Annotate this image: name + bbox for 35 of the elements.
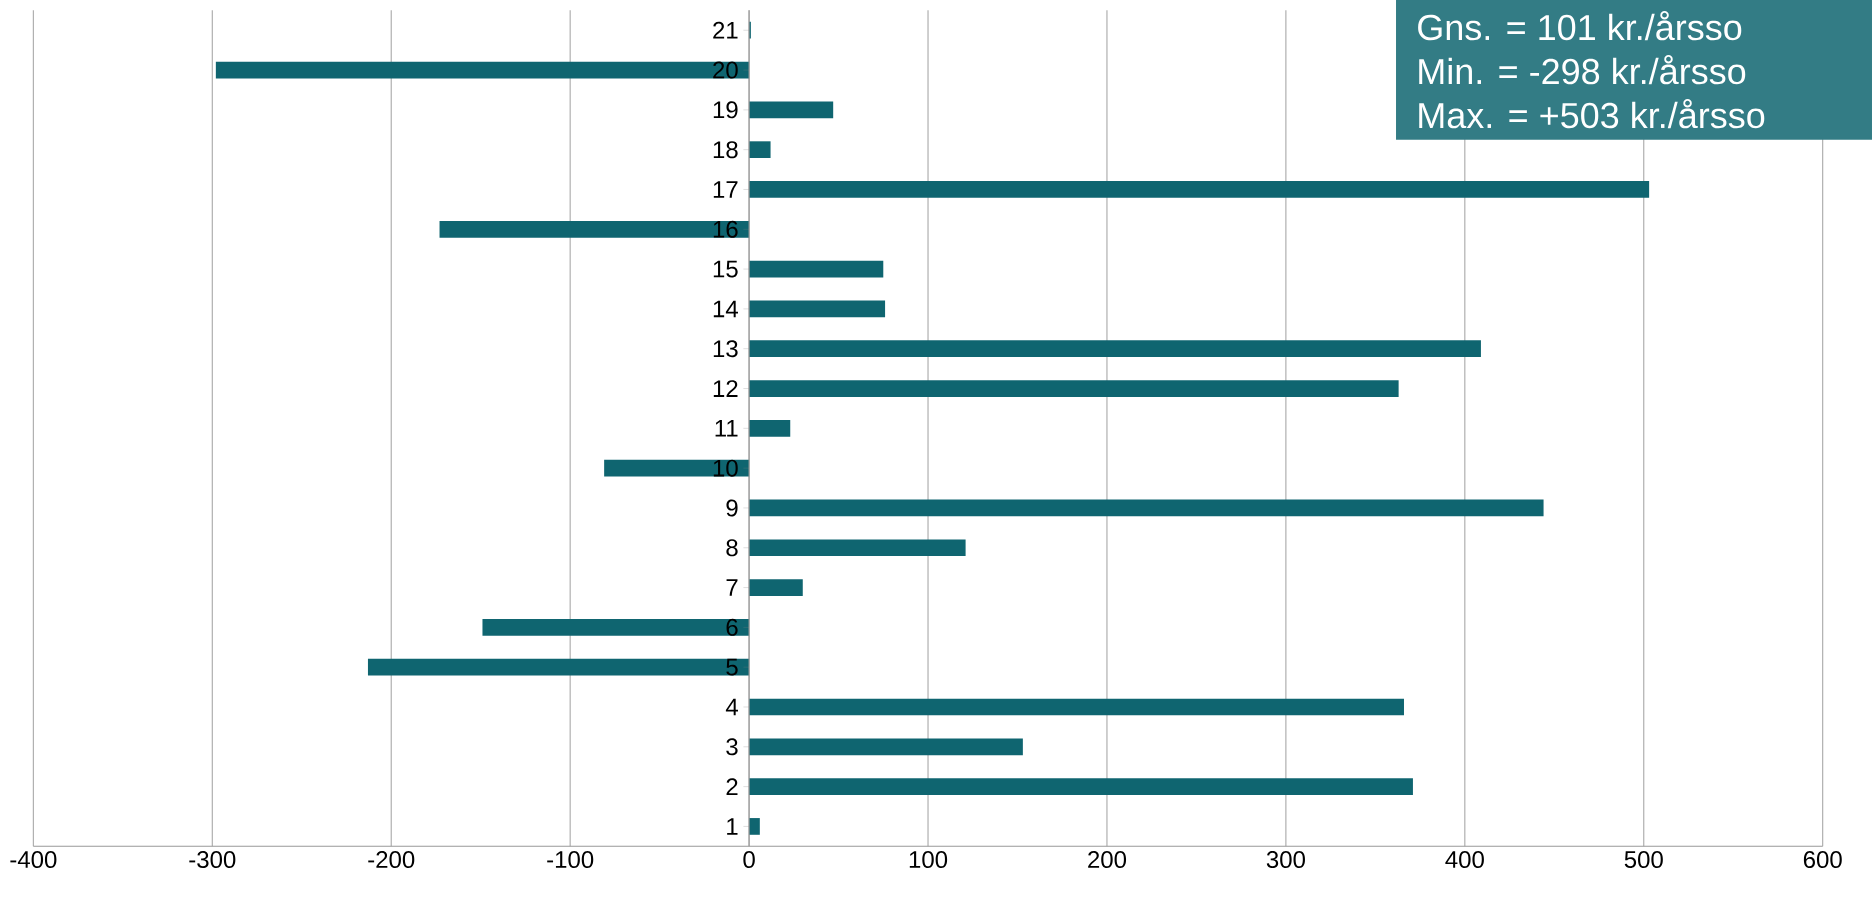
y-tick-label: 17 [713, 181, 738, 198]
y-tick-label: 6 [726, 618, 738, 636]
y-tick-label: 15 [713, 260, 738, 278]
y-tick-label: 12 [713, 380, 738, 397]
y-tick-label: 2 [726, 778, 738, 795]
y-tick-label: 10 [713, 459, 738, 477]
x-tick-label: 200 [1088, 851, 1127, 869]
x-tick-label: -400 [10, 851, 57, 869]
y-tick-label: 19 [713, 101, 738, 119]
annotation: Gns. = 101 kr./årsso [1418, 10, 1742, 41]
y-tick-label: 8 [726, 539, 738, 557]
y-tick-label: 4 [725, 698, 738, 716]
x-tick-label: -200 [368, 851, 415, 869]
annotation: Max. = +503 kr./årsso [1419, 98, 1765, 129]
y-tick-label: 16 [713, 220, 738, 238]
y-tick-label: 1 [727, 818, 738, 835]
x-tick-label: 400 [1445, 851, 1484, 869]
y-tick-label: 14 [713, 300, 738, 318]
y-tick-label: 20 [713, 61, 738, 79]
x-tick-label: 500 [1624, 851, 1663, 869]
x-tick-label: -300 [189, 851, 236, 869]
x-tick-label: 600 [1803, 851, 1842, 869]
y-tick-label: 7 [726, 579, 738, 596]
x-tick-label: 300 [1266, 851, 1305, 869]
x-tick-label: 100 [909, 851, 948, 869]
annotation: Min. = -298 kr./årsso [1419, 54, 1746, 85]
y-tick-label: 5 [726, 658, 738, 676]
y-tick-label: 3 [726, 738, 738, 756]
y-tick-label: 21 [713, 21, 738, 39]
y-tick-label: 18 [713, 141, 738, 159]
x-tick-label: 0 [743, 851, 755, 869]
x-tick-label: -100 [547, 851, 594, 869]
y-tick-label: 13 [713, 340, 738, 358]
y-tick-label: 9 [726, 499, 738, 517]
y-tick-label: 11 [715, 420, 738, 437]
